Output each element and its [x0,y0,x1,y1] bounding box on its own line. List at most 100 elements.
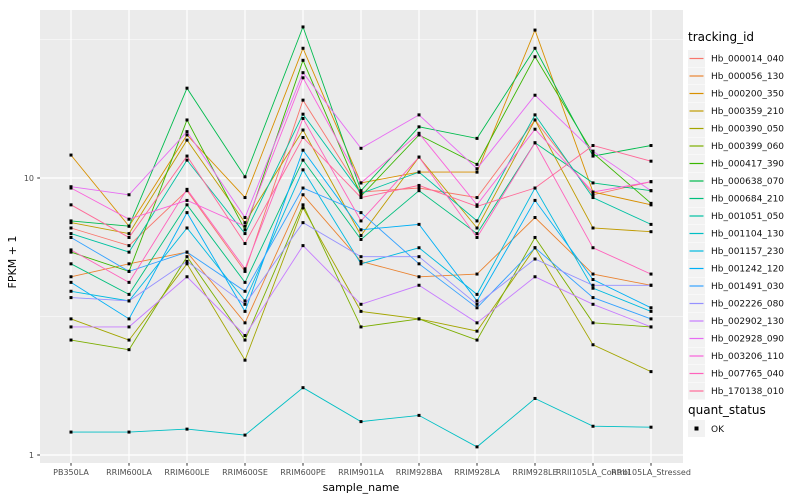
data-point [127,280,131,284]
x-tick-label: PB350LA [53,468,89,477]
data-point [475,204,479,208]
x-tick-label: RRIM600PE [280,468,326,477]
data-point [417,133,421,137]
data-point [359,196,363,200]
legend-item-Hb_001242_120: Hb_001242_120 [688,260,784,277]
data-point [69,232,73,236]
data-point [301,206,305,210]
data-point [69,296,73,300]
legend-item-Hb_002226_080: Hb_002226_080 [688,295,784,312]
data-point [301,112,305,116]
data-point [649,325,653,329]
y-tick-label: 1 [29,451,34,460]
data-point [69,325,73,329]
data-point [243,232,247,236]
data-point [185,226,189,230]
data-point [359,309,363,313]
data-point [243,221,247,225]
legend-item-Hb_001051_050: Hb_001051_050 [688,207,784,225]
data-point [359,181,363,185]
legend-label: Hb_001104_130 [711,230,784,240]
data-point [649,283,653,287]
legend-label: Hb_000200_350 [711,90,784,100]
x-tick-label: RRIM600SE [222,468,268,477]
legend-label: Hb_000390_050 [711,125,784,135]
data-point [127,250,131,254]
data-point [127,338,131,342]
legend-item-Hb_000417_390: Hb_000417_390 [688,155,784,172]
data-point [475,226,479,230]
data-point [127,224,131,228]
data-point [185,250,189,254]
data-point [127,262,131,266]
x-tick-label: RRIM928LE [512,468,557,477]
data-point [649,272,653,276]
legend-label: Hb_000684_210 [711,195,784,205]
data-point [301,244,305,248]
data-point [359,302,363,306]
legend-item-Hb_001104_130: Hb_001104_130 [688,225,784,242]
data-point [475,219,479,223]
legend-item-Hb_000200_350: Hb_000200_350 [688,85,784,102]
data-point [475,299,479,303]
data-point [417,170,421,174]
legend-label: Hb_001051_050 [711,212,784,222]
legend-label: Hb_003206_110 [711,352,784,362]
data-point [417,183,421,187]
data-point [533,118,537,122]
data-point [185,187,189,191]
data-point [475,162,479,166]
data-point [591,321,595,325]
data-point [69,219,73,223]
data-point [127,299,131,303]
data-point [591,343,595,347]
data-point [243,302,247,306]
data-point [301,98,305,102]
legend-title-tracking-id: tracking_id [688,30,754,44]
legend-item-Hb_001157_230: Hb_001157_230 [688,242,784,260]
data-point [127,348,131,352]
data-point [301,58,305,62]
data-point [359,146,363,150]
data-point [185,138,189,142]
data-point [359,191,363,195]
data-point [475,232,479,236]
data-point [649,370,653,374]
data-point [185,158,189,162]
data-point [649,144,653,148]
data-point [243,358,247,362]
data-point [591,190,595,194]
data-point [127,235,131,239]
data-point [243,289,247,293]
legend-item-Hb_000684_210: Hb_000684_210 [688,190,784,207]
data-point [359,219,363,223]
legend-label: Hb_000399_060 [711,142,784,152]
data-point [591,151,595,155]
data-point [69,248,73,252]
legend-label: Hb_001242_120 [711,265,784,275]
data-point [185,262,189,266]
data-point [649,222,653,226]
data-point [533,28,537,32]
data-point [69,221,73,225]
data-point [533,46,537,50]
data-point [533,235,537,239]
y-tick-label: 10 [24,174,34,183]
data-point [475,338,479,342]
data-point [533,396,537,400]
data-point [127,325,131,329]
data-point [417,246,421,250]
data-point [69,250,73,254]
data-point [475,167,479,171]
data-point [591,283,595,287]
data-point [69,289,73,293]
data-point [69,430,73,434]
data-point [533,55,537,59]
data-point [475,272,479,276]
data-point [127,292,131,296]
data-point [417,125,421,129]
legend-item-Hb_000014_040: Hb_000014_040 [688,50,784,67]
data-point [475,136,479,140]
